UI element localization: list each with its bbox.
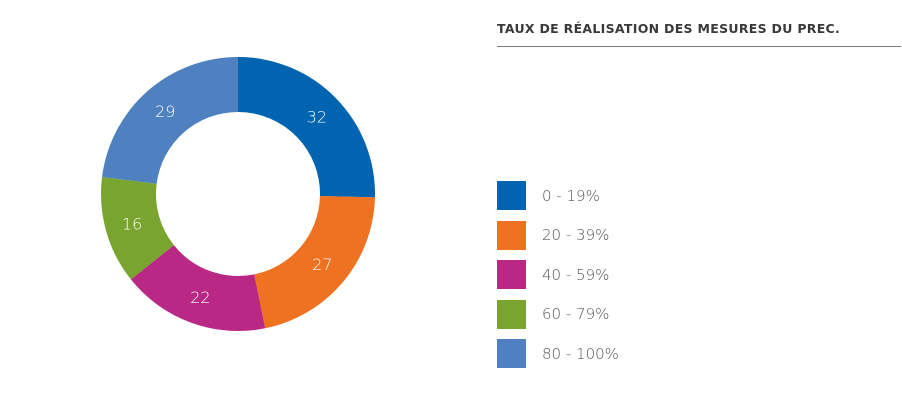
legend-swatch [497,260,526,290]
title-divider [497,46,901,47]
legend-label: 20 - 39% [542,226,610,245]
slice-data-label: 29 [155,102,175,121]
legend-item: 60 - 79% [497,295,619,335]
legend-item: 80 - 100% [497,334,619,374]
donut-slices [101,57,375,332]
legend-item: 40 - 59% [497,255,619,295]
legend-swatch [497,220,526,250]
donut-slice [130,245,266,332]
donut-slice [101,176,174,280]
donut-chart: 32 27 22 16 29 [101,57,375,332]
donut-data-labels: 32 27 22 16 29 [122,102,333,307]
legend-item: 0 - 19% [497,176,619,216]
legend-label: 60 - 79% [542,305,610,324]
slice-data-label: 32 [307,108,327,127]
legend-swatch [497,339,526,369]
legend-swatch [497,299,526,329]
legend-item: 20 - 39% [497,216,619,256]
legend-label: 80 - 100% [542,344,619,363]
donut-slice [254,196,375,329]
slice-data-label: 16 [122,214,142,233]
donut-slice [102,57,238,184]
slice-data-label: 22 [190,288,210,307]
legend: 0 - 19% 20 - 39% 40 - 59% 60 - 79% 80 - … [497,176,619,374]
legend-label: 0 - 19% [542,186,600,205]
donut-slice [238,57,375,198]
slice-data-label: 27 [312,255,332,274]
legend-swatch [497,181,526,211]
legend-label: 40 - 59% [542,265,610,284]
chart-title: TAUX DE RÉALISATION DES MESURES DU PREC. [497,21,841,36]
